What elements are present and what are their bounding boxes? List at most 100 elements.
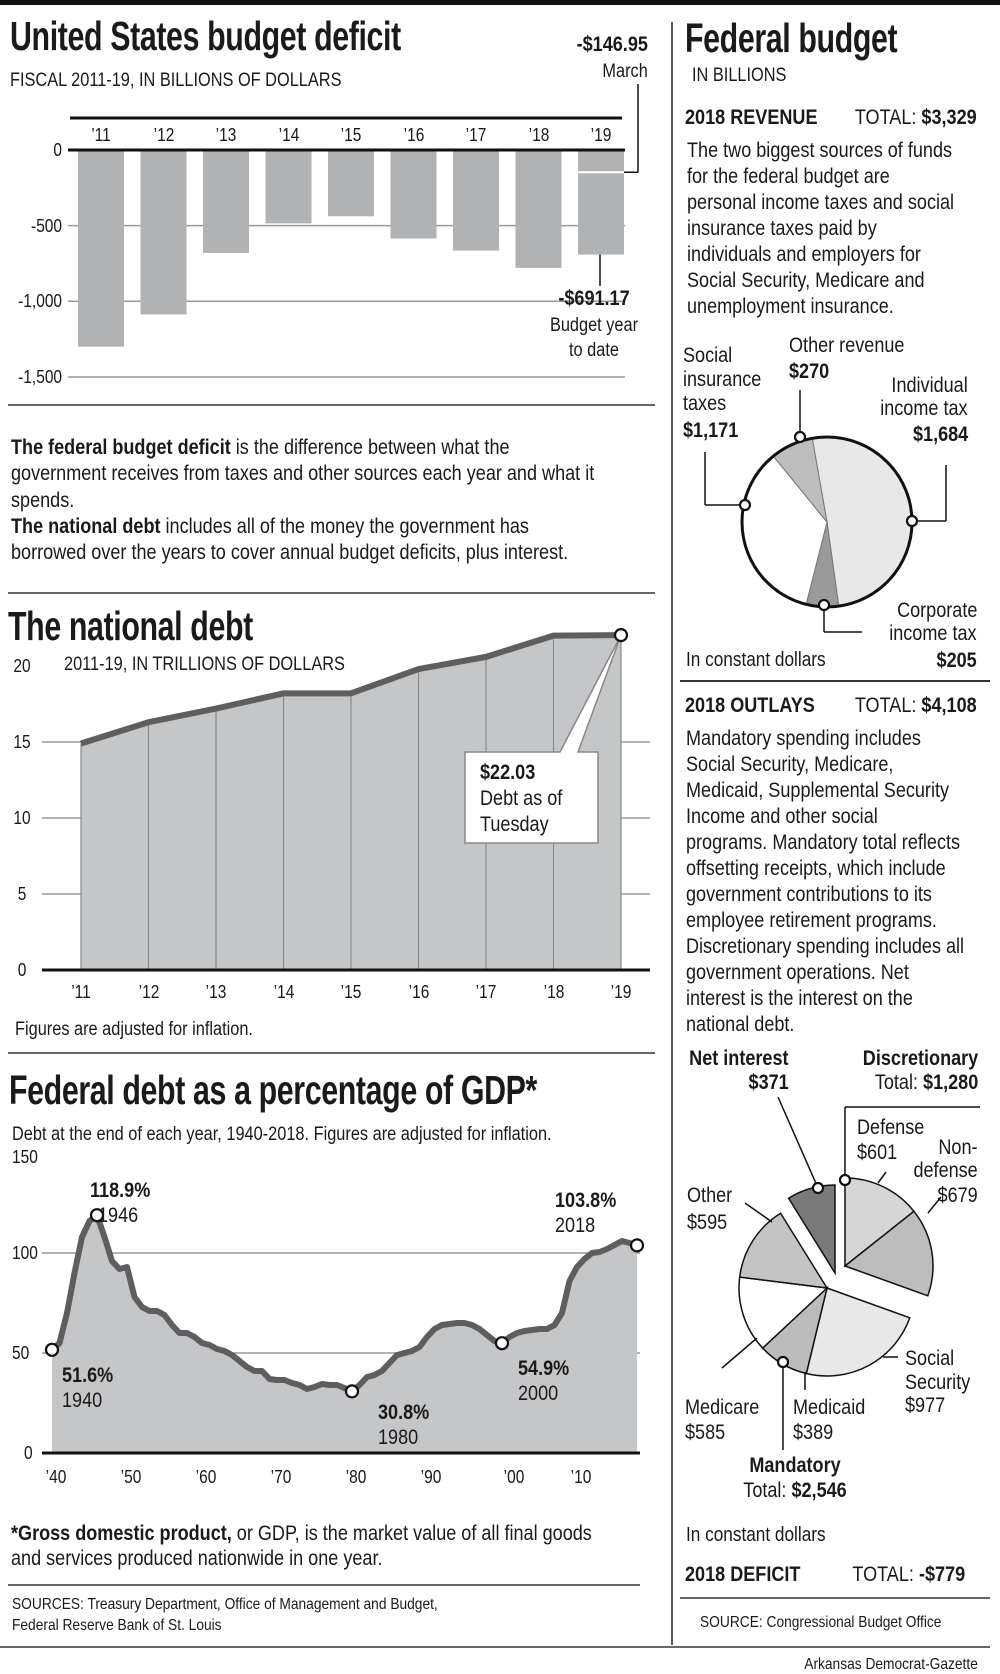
net-interest-label: Net interest — [689, 1047, 789, 1070]
leader-line — [721, 1337, 758, 1369]
x-tick-label: ’16 — [403, 125, 424, 145]
leader-line — [927, 1196, 942, 1214]
bold-term: The federal budget deficit — [11, 436, 231, 459]
bar-16 — [390, 150, 437, 239]
discretionary-total: Total: $1,280 — [875, 1072, 978, 1093]
deficit-total-value: -$779 — [918, 1563, 965, 1586]
callout-box — [464, 634, 622, 844]
text-line: employee retirement programs. — [686, 909, 937, 932]
march-label: March — [602, 61, 648, 82]
deficit-heading: 2018 DEFICIT — [685, 1563, 801, 1586]
bar-17 — [453, 150, 499, 251]
x-tick-label: ’19 — [590, 125, 612, 145]
revenue-heading: 2018 REVENUE — [685, 106, 818, 129]
text-line: The two biggest sources of funds — [687, 139, 953, 162]
data-point-marker — [344, 1384, 360, 1399]
annotation-value: 30.8% — [378, 1401, 430, 1424]
slice-value: $1,684 — [912, 423, 968, 446]
text-line: individuals and employers for — [687, 243, 921, 266]
x-tick-label: ’00 — [503, 1467, 525, 1487]
net-interest-value: $371 — [748, 1071, 789, 1094]
text: is the difference between what the — [230, 436, 510, 459]
ytd-label-line2: to date — [569, 340, 619, 361]
leader-dot — [738, 498, 752, 512]
y-tick-label: -1,000 — [18, 291, 62, 312]
debt-callout-line1: Debt as of — [480, 787, 563, 810]
x-tick-label: ’60 — [195, 1467, 217, 1487]
slice-label: Social — [683, 344, 733, 367]
text-line: government receives from taxes and other… — [11, 463, 594, 484]
bar-13 — [203, 150, 249, 253]
text-line: Medicaid, Supplemental Security — [686, 779, 950, 802]
annotation-value: 54.9% — [518, 1357, 570, 1380]
x-tick-label: ’12 — [138, 982, 159, 1002]
revenue-total: TOTAL: $3,329 — [855, 107, 977, 128]
data-point-marker — [629, 1238, 645, 1253]
x-tick-label: ’40 — [45, 1467, 67, 1487]
leader-dot — [838, 1173, 852, 1187]
text-line: spends. — [11, 490, 74, 511]
leader-line — [877, 1171, 887, 1184]
annotation-year: 2018 — [555, 1214, 596, 1237]
debt-callout-line2: Tuesday — [480, 813, 549, 836]
text-line: offsetting receipts, which include — [686, 857, 946, 880]
deficit-title: United States budget deficit — [10, 13, 401, 59]
y-tick-label: -500 — [31, 215, 62, 236]
outlays-heading: 2018 OUTLAYS — [685, 694, 815, 717]
slice-value: $977 — [905, 1394, 946, 1417]
x-tick-label: ’10 — [570, 1467, 592, 1487]
slice-label: Corporate — [896, 599, 977, 622]
leader-dot — [793, 430, 807, 444]
slice-label: Medicaid — [793, 1396, 866, 1419]
mandatory-total-label: Total: — [743, 1479, 792, 1502]
annotation-year: 1940 — [62, 1389, 103, 1412]
text-line: Mandatory spending includes — [686, 727, 921, 750]
y-tick-label: 100 — [12, 1243, 38, 1263]
bar-18 — [515, 150, 562, 268]
y-tick-label: 50 — [12, 1343, 30, 1363]
text-line: Income and other social — [686, 805, 878, 828]
text-line: Discretionary spending includes all — [686, 935, 965, 958]
slice-value: $601 — [857, 1141, 898, 1164]
x-tick-label: ’15 — [340, 982, 362, 1002]
cbo-source: SOURCE: Congressional Budget Office — [700, 1614, 942, 1631]
inflation-note: Figures are adjusted for inflation. — [15, 1019, 253, 1040]
annotation-year: 2000 — [518, 1382, 559, 1405]
pie-slice-non-defense — [843, 1210, 934, 1297]
bar-15 — [328, 150, 374, 217]
slice-label: taxes — [683, 392, 727, 415]
leader-line — [777, 1096, 819, 1189]
discretionary-total-label: Total: — [874, 1071, 923, 1094]
pie-slice-medicare — [738, 1276, 829, 1350]
text-line: government contributions to its — [686, 883, 932, 906]
text-line: unemployment insurance. — [687, 295, 894, 318]
x-tick-label: ’50 — [120, 1467, 142, 1487]
y-tick-label: 0 — [24, 1443, 33, 1463]
x-tick-label: ’18 — [528, 125, 549, 145]
y-tick-label: 0 — [53, 140, 62, 160]
text-line: borrowed over the years to cover annual … — [11, 542, 568, 563]
leader-dot — [905, 514, 919, 528]
debt-subtitle: 2011-19, IN TRILLIONS OF DOLLARS — [64, 654, 345, 675]
annotation-value: 103.8% — [555, 1189, 617, 1212]
slice-label: Non- — [938, 1136, 978, 1159]
leader-dot — [811, 1181, 825, 1195]
text: or GDP, is the market value of all final… — [231, 1522, 592, 1545]
bar-11 — [78, 150, 124, 347]
y-tick-label: 10 — [13, 808, 31, 828]
revenue-constant-note: In constant dollars — [686, 649, 826, 671]
x-tick-label: ’11 — [91, 125, 111, 145]
discretionary-label: Discretionary — [862, 1047, 978, 1070]
text: government receives from taxes and other… — [11, 462, 595, 486]
x-tick-label: ’17 — [465, 125, 487, 145]
x-tick-label: ’80 — [345, 1467, 367, 1487]
credit: Arkansas Democrat-Gazette — [804, 1656, 978, 1673]
x-tick-label: ’14 — [278, 125, 299, 145]
debt-line — [80, 632, 622, 747]
x-tick-label: ’11 — [71, 982, 91, 1002]
discretionary-total-value: $1,280 — [922, 1071, 978, 1094]
gdp-title: Federal debt as a percentage of GDP* — [9, 1067, 537, 1113]
text-line: Social Security, Medicare, — [686, 753, 894, 776]
mandatory-total-value: $2,546 — [791, 1479, 847, 1502]
text: includes all of the money the government… — [160, 514, 529, 538]
